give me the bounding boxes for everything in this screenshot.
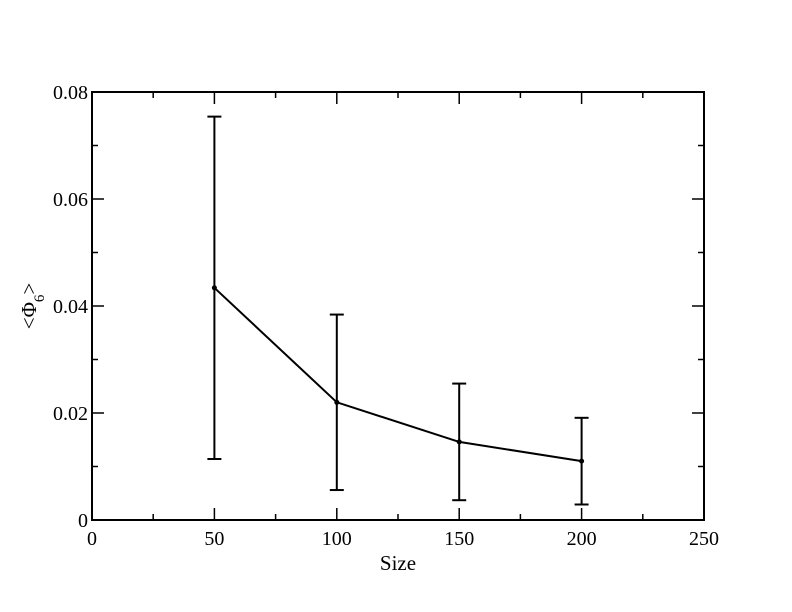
axes	[91, 91, 705, 521]
series-line-path	[213, 287, 582, 463]
y-tick-label: 0.02	[53, 403, 88, 425]
y-axis-title-main: <Φ	[17, 302, 41, 329]
x-tick-label: 250	[689, 528, 719, 550]
plot-frame	[91, 91, 705, 521]
y-tick-label: 0	[78, 510, 88, 532]
x-tick-label: 150	[444, 528, 474, 550]
x-tick-label: 100	[322, 528, 352, 550]
data-point	[211, 285, 217, 291]
y-tick-label: 0.08	[53, 82, 88, 104]
x-axis-title: Size	[380, 551, 416, 575]
y-tick-label: 0.04	[53, 296, 88, 318]
data-point	[456, 439, 462, 445]
x-tick-label: 200	[567, 528, 597, 550]
y-axis-title-subscript: 6	[32, 294, 48, 302]
tick-labels: 0 50 100 150 200 250 0 0.02 0.04 0.06 0.08	[53, 82, 719, 550]
y-axis-title-close: >	[17, 283, 41, 295]
x-tick-label: 50	[204, 528, 224, 550]
series-line	[207, 115, 589, 506]
data-point	[334, 399, 340, 405]
y-tick-label: 0.06	[53, 189, 88, 211]
x-tick-label: 0	[87, 528, 97, 550]
data-point	[579, 458, 585, 464]
y-axis-title: <Φ6>	[17, 283, 48, 330]
